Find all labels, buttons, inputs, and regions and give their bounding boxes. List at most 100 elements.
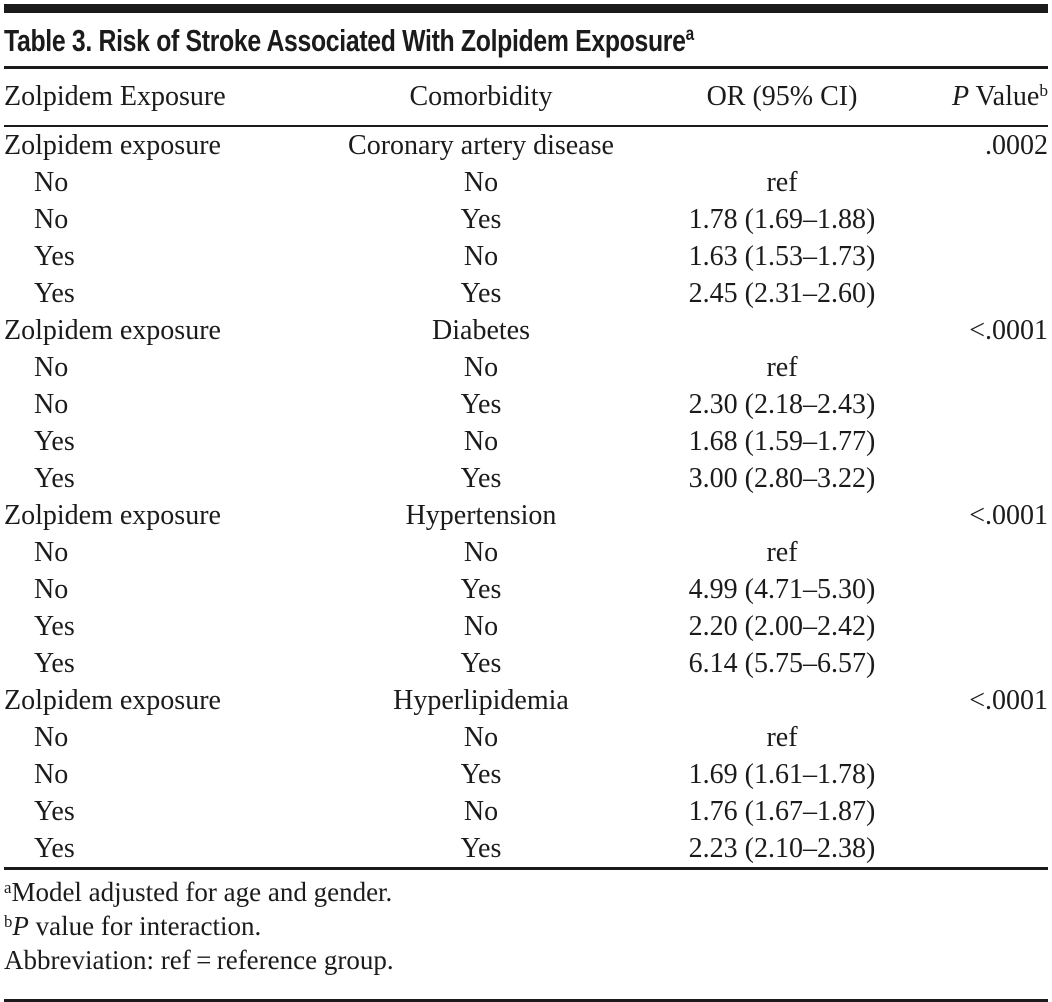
column-header-p-value: P Valueb: [900, 69, 1048, 127]
p-value-cell: [900, 349, 1048, 386]
exposure-cell: No: [34, 389, 69, 420]
comorbidity-cell: Yes: [460, 648, 502, 679]
exposure-cell: Yes: [34, 426, 75, 457]
p-value-cell: [900, 719, 1048, 756]
exposure-cell: Yes: [34, 648, 75, 679]
comorbidity-cell: Yes: [460, 278, 502, 309]
comorbidity-cell: Yes: [460, 833, 502, 864]
data-row: No No ref: [4, 164, 1048, 201]
table-figure: Table 3. Risk of Stroke Associated With …: [0, 4, 1052, 1002]
comorbidity-cell: No: [463, 426, 499, 457]
comorbidity-cell: Yes: [460, 389, 502, 420]
table-header: Zolpidem Exposure Comorbidity OR (95% CI…: [4, 69, 1048, 127]
or-ci-cell: [664, 126, 900, 164]
or-ci-cell: 1.68 (1.59–1.77): [688, 426, 876, 457]
exposure-cell: Zolpidem exposure: [4, 500, 221, 531]
comorbidity-cell: Yes: [460, 204, 502, 235]
data-row: No No ref: [4, 534, 1048, 571]
exposure-cell: Yes: [34, 796, 75, 827]
column-header-comorbidity: Comorbidity: [298, 69, 664, 127]
exposure-cell: Yes: [34, 463, 75, 494]
data-row: No No ref: [4, 719, 1048, 756]
footnote-abbr-text: Abbreviation: ref = reference group.: [4, 945, 394, 975]
exposure-cell: Zolpidem exposure: [4, 685, 221, 716]
footnotes: aModel adjusted for age and gender. bP v…: [4, 870, 1048, 999]
exposure-cell: No: [34, 167, 69, 198]
comorbidity-cell: No: [463, 796, 499, 827]
p-value-cell: <.0001: [969, 315, 1048, 346]
data-row: No Yes 2.30 (2.18–2.43): [4, 386, 1048, 423]
footnote-divider-rule: [4, 867, 1048, 870]
or-ci-cell: ref: [766, 722, 798, 753]
footnote-a-marker: a: [4, 877, 12, 897]
p-value-cell: [900, 756, 1048, 793]
data-row: No No ref: [4, 349, 1048, 386]
data-row: Yes Yes 2.45 (2.31–2.60): [4, 275, 1048, 312]
or-ci-cell: 1.76 (1.67–1.87): [688, 796, 876, 827]
top-thick-rule: [4, 4, 1048, 13]
or-ci-cell: 3.00 (2.80–3.22): [688, 463, 876, 494]
p-value-cell: [900, 460, 1048, 497]
exposure-cell: Yes: [34, 833, 75, 864]
table-body: Zolpidem exposure Coronary artery diseas…: [4, 126, 1048, 867]
footnote-b-italic: P: [12, 911, 29, 941]
data-row: No Yes 4.99 (4.71–5.30): [4, 571, 1048, 608]
data-row: Yes Yes 6.14 (5.75–6.57): [4, 645, 1048, 682]
data-row: Yes No 1.63 (1.53–1.73): [4, 238, 1048, 275]
data-row: Yes No 1.76 (1.67–1.87): [4, 793, 1048, 830]
p-value-cell: [900, 238, 1048, 275]
footnote-abbreviation: Abbreviation: ref = reference group.: [4, 945, 1048, 979]
or-ci-cell: 1.63 (1.53–1.73): [688, 241, 876, 272]
comorbidity-cell: No: [463, 241, 499, 272]
column-header-or-ci: OR (95% CI): [664, 69, 900, 127]
comorbidity-cell: No: [463, 537, 499, 568]
p-value-cell: [900, 645, 1048, 682]
exposure-cell: No: [34, 722, 69, 753]
or-ci-cell: [664, 497, 900, 534]
p-value-cell: [900, 534, 1048, 571]
or-ci-cell: 1.69 (1.61–1.78): [688, 759, 876, 790]
footnote-b-marker: b: [4, 911, 13, 931]
p-value-label-rest: Value: [969, 81, 1040, 112]
table-title-superscript: a: [685, 24, 695, 46]
p-value-cell: [900, 275, 1048, 312]
comorbidity-cell: No: [463, 167, 499, 198]
p-value-cell: <.0001: [969, 500, 1048, 531]
comorbidity-cell: No: [463, 722, 499, 753]
exposure-cell: No: [34, 352, 69, 383]
comorbidity-cell: No: [463, 352, 499, 383]
exposure-cell: No: [34, 537, 69, 568]
footnote-b: bP value for interaction.: [4, 911, 1048, 945]
data-row: Yes No 2.20 (2.00–2.42): [4, 608, 1048, 645]
exposure-cell: Yes: [34, 241, 75, 272]
data-row: Yes Yes 3.00 (2.80–3.22): [4, 460, 1048, 497]
p-value-cell: <.0001: [969, 685, 1048, 716]
exposure-cell: Zolpidem exposure: [4, 130, 221, 161]
comorbidity-cell: No: [463, 611, 499, 642]
or-ci-cell: 2.30 (2.18–2.43): [688, 389, 876, 420]
p-value-cell: [900, 164, 1048, 201]
footnote-b-text: value for interaction.: [28, 911, 262, 941]
or-ci-cell: ref: [766, 537, 798, 568]
group-header-row: Zolpidem exposure Coronary artery diseas…: [4, 126, 1048, 164]
p-value-cell: [900, 386, 1048, 423]
table-title: Table 3. Risk of Stroke Associated With …: [4, 13, 839, 66]
or-ci-cell: 2.20 (2.00–2.42): [688, 611, 876, 642]
exposure-cell: No: [34, 574, 69, 605]
or-ci-cell: ref: [766, 352, 798, 383]
p-value-cell: [900, 201, 1048, 238]
data-row: Yes No 1.68 (1.59–1.77): [4, 423, 1048, 460]
column-header-zolpidem-exposure: Zolpidem Exposure: [4, 69, 298, 127]
data-row: Yes Yes 2.23 (2.10–2.38): [4, 830, 1048, 867]
exposure-cell: No: [34, 204, 69, 235]
or-ci-cell: 4.99 (4.71–5.30): [688, 574, 876, 605]
risk-table: Zolpidem Exposure Comorbidity OR (95% CI…: [4, 69, 1048, 867]
p-value-superscript: b: [1039, 81, 1048, 101]
comorbidity-cell: Diabetes: [432, 315, 530, 346]
or-ci-cell: 2.45 (2.31–2.60): [688, 278, 876, 309]
p-value-cell: [900, 608, 1048, 645]
footnote-a-text: Model adjusted for age and gender.: [11, 877, 393, 907]
comorbidity-cell: Yes: [460, 759, 502, 790]
or-ci-cell: [664, 312, 900, 349]
p-value-italic-p: P: [951, 81, 970, 112]
